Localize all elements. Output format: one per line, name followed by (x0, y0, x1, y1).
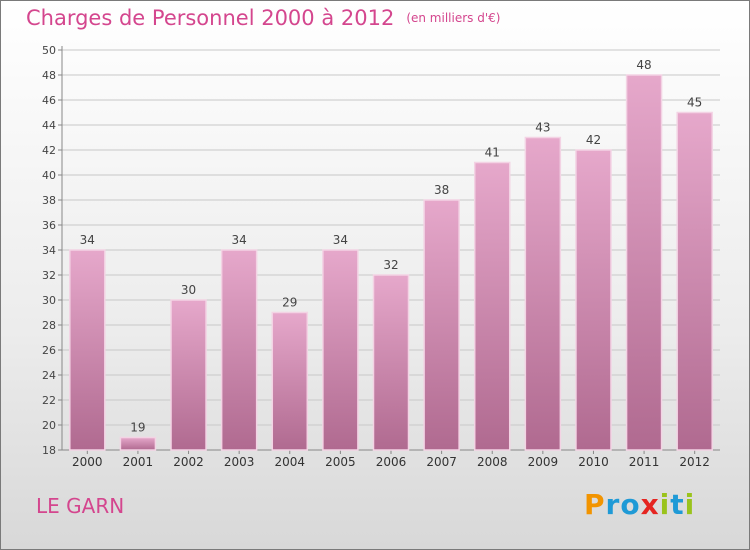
logo-letter: P (584, 488, 606, 521)
y-tick-label: 28 (42, 319, 56, 332)
y-tick-label: 50 (42, 44, 56, 57)
y-tick-label: 36 (42, 219, 56, 232)
bar-value-label: 48 (636, 58, 651, 72)
y-tick-label: 42 (42, 144, 56, 157)
bars (69, 74, 713, 451)
bar (170, 299, 207, 451)
bar-value-label: 30 (181, 283, 196, 297)
x-tick-label: 2004 (274, 455, 305, 469)
chart-title: Charges de Personnel 2000 à 2012 (en mill… (26, 6, 500, 30)
y-tick-label: 20 (42, 419, 56, 432)
bar-value-label: 34 (232, 233, 247, 247)
x-tick-label: 2002 (173, 455, 204, 469)
y-tick-label: 18 (42, 444, 56, 457)
title-text: Charges de Personnel 2000 à 2012 (26, 6, 395, 30)
title-unit: (en milliers d'€) (406, 11, 501, 25)
x-tick-label: 2005 (325, 455, 356, 469)
bar-value-label: 19 (130, 421, 145, 435)
y-tick-label: 38 (42, 194, 56, 207)
bar (473, 161, 511, 451)
bar-value-label: 29 (282, 296, 297, 310)
x-tick-label: 2003 (224, 455, 255, 469)
x-tick-label: 2001 (123, 455, 154, 469)
y-tick-label: 22 (42, 394, 56, 407)
y-tick-label: 32 (42, 269, 56, 282)
y-tick-label: 26 (42, 344, 56, 357)
bar (625, 74, 663, 451)
x-tick-label: 2011 (629, 455, 660, 469)
logo-letter: i (684, 488, 696, 521)
bar (322, 249, 359, 451)
x-tick-label: 2008 (477, 455, 508, 469)
y-tick-label: 46 (42, 94, 56, 107)
bar (524, 136, 562, 451)
x-tick-label: 2006 (376, 455, 407, 469)
bar-value-label: 38 (434, 183, 449, 197)
bar (423, 199, 460, 451)
bar-value-label: 43 (535, 121, 550, 135)
commune-name: LE GARN (36, 494, 125, 518)
y-tick-label: 30 (42, 294, 56, 307)
y-tick-label: 48 (42, 69, 56, 82)
bar (271, 311, 309, 451)
bar-value-label: 34 (333, 233, 348, 247)
y-tick-label: 44 (42, 119, 56, 132)
labels: 34 2000 19 2001 30 2002 34 2003 29 2004 34 2005 32 20… (72, 58, 710, 469)
x-tick-label: 2000 (72, 455, 103, 469)
bar-value-label: 32 (383, 258, 398, 272)
logo-letter: x (640, 488, 660, 521)
x-tick-label: 2010 (578, 455, 609, 469)
y-tick-label: 40 (42, 169, 56, 182)
y-tick-label: 24 (42, 369, 56, 382)
x-tick-label: 2012 (679, 455, 710, 469)
logo-letter: r (605, 488, 621, 521)
logo-letter: t (670, 488, 685, 521)
bar (372, 274, 410, 451)
x-tick-label: 2009 (528, 455, 559, 469)
bar (119, 436, 157, 451)
logo-letter: i (659, 488, 671, 521)
bar (575, 149, 612, 451)
x-tick-label: 2007 (426, 455, 457, 469)
bar-value-label: 45 (687, 96, 702, 110)
proxiti-logo: Proxiti (584, 488, 695, 521)
bar-value-label: 42 (586, 133, 601, 147)
bar (69, 249, 106, 451)
bar-value-label: 34 (80, 233, 95, 247)
bar (220, 249, 258, 451)
bar (676, 111, 713, 451)
y-tick-label: 34 (42, 244, 56, 257)
logo-letter: o (620, 488, 641, 521)
bar-value-label: 41 (485, 146, 500, 160)
